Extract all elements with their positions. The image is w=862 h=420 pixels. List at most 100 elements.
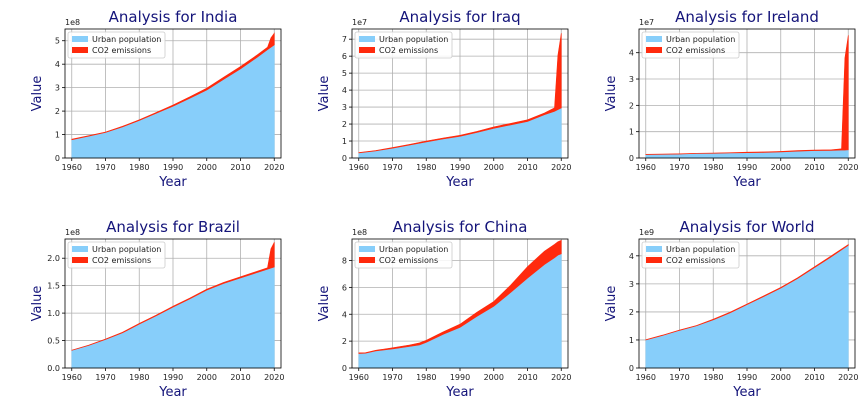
y-tick-label: 3: [342, 103, 347, 112]
legend-box: [641, 31, 740, 59]
legend-box: [67, 241, 166, 269]
axis-multiplier: 1e8: [352, 228, 367, 237]
y-tick-label: 2: [342, 337, 347, 346]
chart-title: Analysis for Iraq: [399, 8, 520, 26]
legend: Urban population CO2 emissions: [354, 31, 453, 59]
y-tick-label: 0: [629, 364, 634, 373]
x-tick-label: 2000: [484, 163, 504, 172]
y-tick-label: 2: [629, 101, 634, 110]
legend: Urban population CO2 emissions: [641, 241, 740, 269]
y-tick-label: 4: [629, 252, 634, 261]
y-tick-label: 2.0: [47, 254, 60, 263]
legend: Urban population CO2 emissions: [641, 31, 740, 59]
x-tick-label: 1980: [416, 163, 436, 172]
y-tick-label: 1: [342, 137, 347, 146]
y-axis-label: Value: [317, 76, 332, 112]
x-tick-label: 2020: [838, 373, 858, 382]
legend-swatch: [72, 36, 88, 42]
chart-title: Analysis for China: [393, 218, 528, 236]
y-axis-label: Value: [317, 286, 332, 322]
y-tick-label: 6: [342, 52, 347, 61]
y-tick-label: 4: [342, 86, 347, 95]
y-tick-label: 2: [629, 308, 634, 317]
x-tick-label: 1970: [95, 373, 115, 382]
x-tick-label: 2020: [264, 163, 284, 172]
plot-frame: [351, 28, 569, 159]
chart-panel-iraq: Analysis for Iraq 1960 1970 1980 1990 2000 201…: [287, 0, 574, 210]
x-axis-label: Year: [445, 385, 474, 400]
chart-panel-china: Analysis for China 1960 1970 1980 1990 2000 20…: [287, 210, 574, 420]
area-series-co2-emissions: [645, 35, 849, 155]
area-series-co2-emissions: [358, 239, 562, 354]
chart-title: Analysis for World: [680, 218, 815, 236]
chart-panel-india: Analysis for India 1960 1970 1980 1990 2000 20…: [0, 0, 287, 210]
x-tick-label: 2000: [771, 163, 791, 172]
legend-swatch: [646, 47, 662, 53]
axis-multiplier: 1e8: [65, 18, 80, 27]
legend: Urban population CO2 emissions: [67, 241, 166, 269]
y-axis-label: Value: [604, 286, 619, 322]
x-tick-label: 2010: [517, 163, 537, 172]
legend-box: [641, 241, 740, 269]
legend-label: CO2 emissions: [666, 46, 725, 55]
y-tick-label: 1: [629, 128, 634, 137]
x-tick-label: 1960: [636, 163, 656, 172]
chart-panel-ireland: Analysis for Ireland 1960 1970 1980 1990 2000…: [574, 0, 861, 210]
axis-multiplier: 1e9: [639, 228, 654, 237]
legend-box: [67, 31, 166, 59]
x-tick-label: 1980: [703, 163, 723, 172]
legend-swatch: [359, 47, 375, 53]
x-tick-label: 2010: [804, 163, 824, 172]
y-tick-label: 0.5: [47, 337, 60, 346]
legend-swatch: [646, 36, 662, 42]
x-tick-label: 1990: [737, 163, 757, 172]
chart-title: Analysis for India: [109, 8, 238, 26]
legend-swatch: [359, 257, 375, 263]
x-tick-label: 2010: [804, 373, 824, 382]
y-tick-label: 3: [629, 75, 634, 84]
x-axis-label: Year: [158, 175, 187, 190]
legend-box: [354, 31, 453, 59]
y-tick-label: 0: [342, 364, 347, 373]
x-tick-label: 1980: [129, 163, 149, 172]
y-tick-label: 0: [342, 154, 347, 163]
chart-title: Analysis for Ireland: [675, 8, 819, 26]
x-tick-label: 2000: [197, 163, 217, 172]
legend: Urban population CO2 emissions: [67, 31, 166, 59]
y-tick-label: 6: [342, 283, 347, 292]
x-tick-label: 2010: [230, 163, 250, 172]
chart-svg: Analysis for Ireland 1960 1970 1980 1990 2000…: [604, 8, 858, 190]
legend-swatch: [72, 257, 88, 263]
legend-label: Urban population: [92, 35, 161, 44]
y-axis-label: Value: [604, 76, 619, 112]
x-tick-label: 2020: [838, 163, 858, 172]
y-tick-label: 4: [55, 60, 60, 69]
chart-panel-world: Analysis for World 1960 1970 1980 1990 2000 20…: [574, 210, 861, 420]
x-tick-label: 1970: [669, 373, 689, 382]
legend-label: Urban population: [666, 35, 735, 44]
x-tick-label: 1960: [62, 163, 82, 172]
legend-label: CO2 emissions: [92, 256, 151, 265]
legend-label: Urban population: [666, 245, 735, 254]
chart-panel-brazil: Analysis for Brazil 1960 1970 1980 1990 2000 2…: [0, 210, 287, 420]
x-tick-label: 2000: [197, 373, 217, 382]
x-tick-label: 1990: [163, 163, 183, 172]
x-tick-label: 2020: [551, 163, 571, 172]
x-tick-label: 1970: [382, 373, 402, 382]
area-series-co2-emissions: [71, 242, 275, 351]
legend-box: [354, 241, 453, 269]
axis-multiplier: 1e7: [352, 18, 367, 27]
y-tick-label: 3: [55, 84, 60, 93]
chart-title: Analysis for Brazil: [106, 218, 240, 236]
legend-swatch: [359, 36, 375, 42]
y-tick-label: 2: [342, 120, 347, 129]
x-tick-label: 2020: [264, 373, 284, 382]
legend-swatch: [72, 246, 88, 252]
legend: Urban population CO2 emissions: [354, 241, 453, 269]
x-tick-label: 1990: [737, 373, 757, 382]
y-tick-label: 3: [629, 280, 634, 289]
